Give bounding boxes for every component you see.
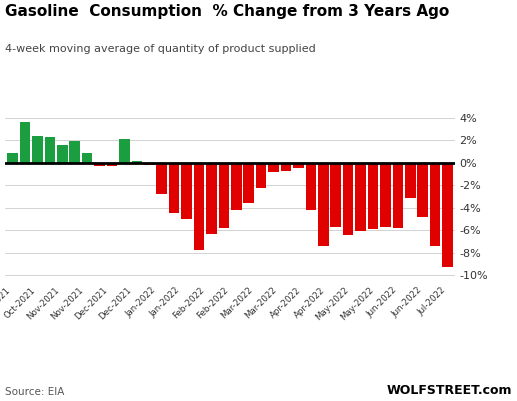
Bar [219, 163, 229, 228]
Bar [169, 163, 179, 213]
Bar [144, 163, 155, 165]
Bar [405, 163, 416, 198]
Bar [20, 122, 31, 163]
Bar [57, 145, 68, 163]
Bar [380, 163, 391, 227]
Bar [94, 163, 105, 166]
Bar [256, 163, 266, 188]
Bar [293, 163, 303, 168]
Text: WOLFSTREET.com: WOLFSTREET.com [386, 384, 512, 397]
Text: Source: EIA: Source: EIA [5, 387, 65, 397]
Bar [82, 153, 93, 163]
Bar [268, 163, 279, 172]
Bar [7, 153, 18, 163]
Bar [69, 142, 80, 163]
Bar [132, 160, 142, 163]
Bar [44, 137, 55, 163]
Bar [442, 163, 453, 267]
Bar [244, 163, 254, 203]
Bar [181, 163, 192, 219]
Bar [119, 139, 130, 163]
Bar [355, 163, 366, 231]
Bar [306, 163, 316, 210]
Bar [194, 163, 204, 250]
Text: Gasoline  Consumption  % Change from 3 Years Ago: Gasoline Consumption % Change from 3 Yea… [5, 4, 449, 19]
Bar [32, 136, 43, 163]
Bar [343, 163, 354, 235]
Text: 4-week moving average of quantity of product supplied: 4-week moving average of quantity of pro… [5, 44, 316, 54]
Bar [231, 163, 241, 210]
Bar [318, 163, 328, 246]
Bar [157, 163, 167, 194]
Bar [430, 163, 440, 246]
Bar [368, 163, 378, 229]
Bar [330, 163, 341, 227]
Bar [392, 163, 403, 228]
Bar [417, 163, 428, 217]
Bar [281, 163, 291, 171]
Bar [107, 163, 117, 166]
Bar [206, 163, 217, 233]
